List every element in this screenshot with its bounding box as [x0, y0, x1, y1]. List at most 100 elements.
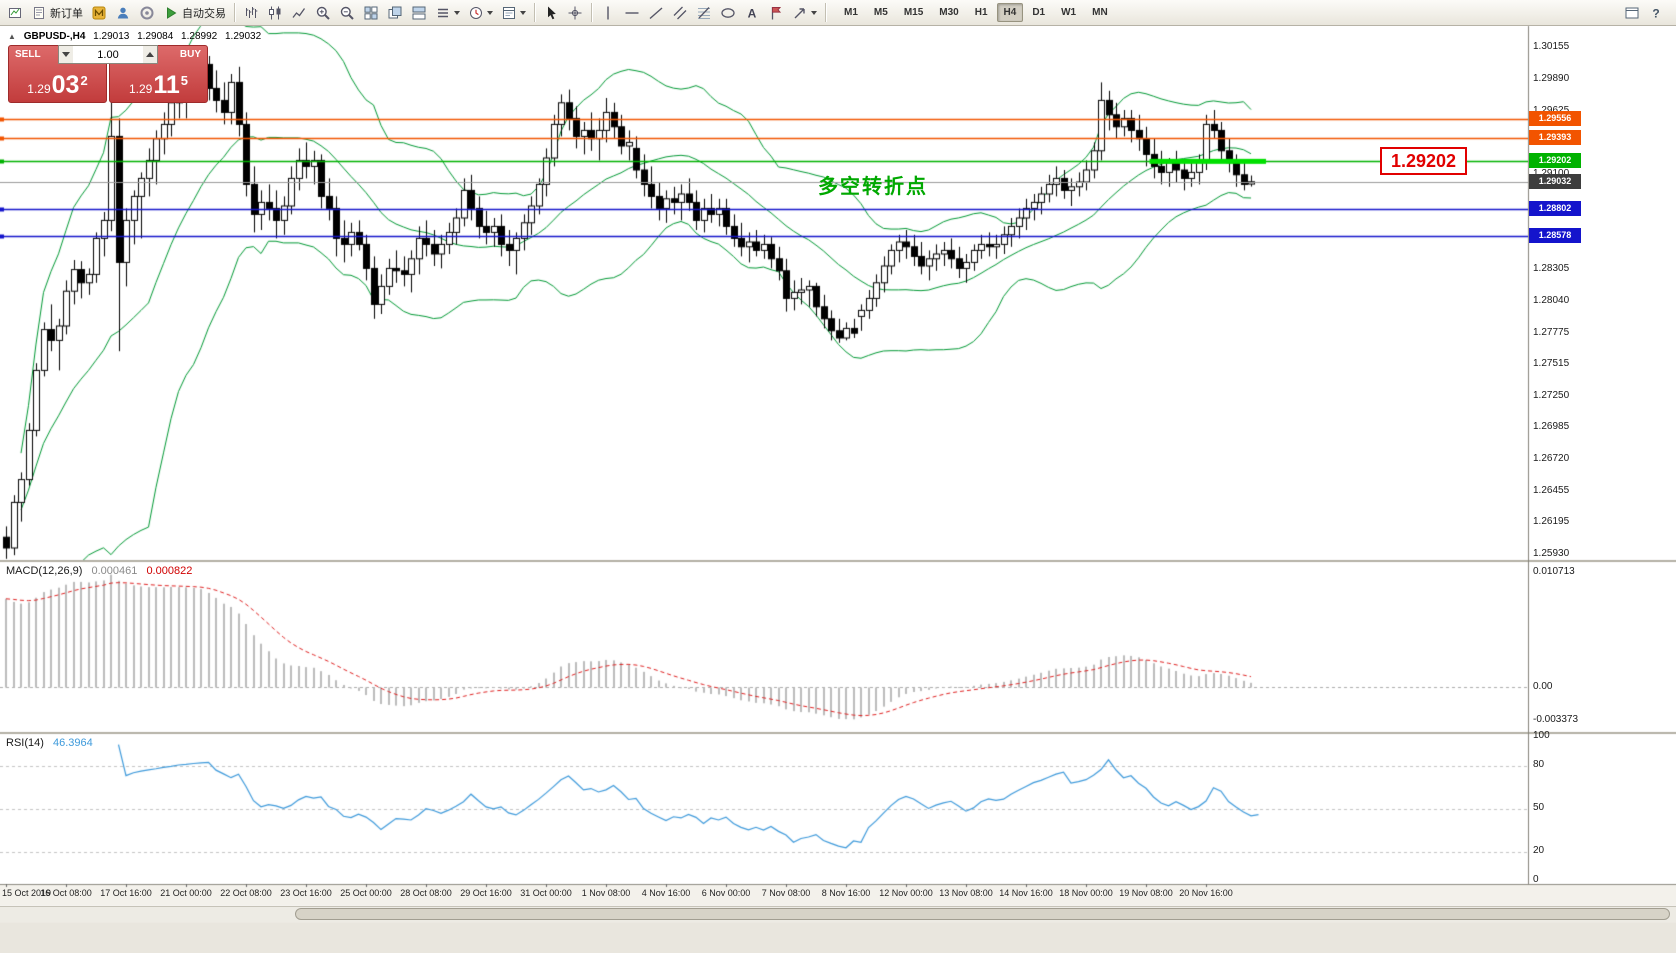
time-axis-label: 6 Nov 00:00: [701, 888, 751, 898]
time-axis-label: 22 Oct 08:00: [220, 888, 272, 898]
time-axis-label: 16 Oct 08:00: [40, 888, 92, 898]
templates-icon[interactable]: [497, 2, 530, 24]
candlestick-chart-icon[interactable]: [263, 2, 287, 24]
new-order-button[interactable]: 新订单: [27, 2, 87, 24]
ohlc-close: 1.29032: [224, 31, 262, 42]
chart-ohlc-header: ▲ GBPUSD-,H4 1.29013 1.29084 1.28992 1.2…: [8, 31, 266, 42]
price-axis-tick: 1.29625: [1533, 105, 1569, 116]
chevron-down-icon: [520, 10, 526, 15]
vertical-line-icon[interactable]: [596, 2, 620, 24]
auto-trading-button[interactable]: 自动交易: [159, 2, 230, 24]
lot-increase-button[interactable]: [143, 46, 157, 63]
user-icon[interactable]: [111, 2, 135, 24]
window-list-icon[interactable]: [1620, 2, 1644, 24]
price-axis-tick: 1.26195: [1533, 516, 1570, 528]
ohlc-high: 1.29084: [137, 31, 174, 42]
community-icon[interactable]: [135, 2, 159, 24]
macd-zero-label: 0.00: [1533, 680, 1553, 692]
price-axis-tick: 1.25930: [1533, 548, 1570, 559]
time-axis-label: 1 Nov 08:00: [581, 888, 631, 898]
rsi-level-50: 50: [1533, 802, 1545, 813]
timeframe-h4[interactable]: H4: [996, 3, 1024, 22]
tile-windows-icon[interactable]: [359, 2, 383, 24]
channel-icon[interactable]: [668, 2, 692, 24]
timeframe-w1[interactable]: W1: [1054, 3, 1083, 22]
help-icon[interactable]: ?: [1644, 2, 1668, 24]
label-icon[interactable]: [764, 2, 788, 24]
timeframe-m15[interactable]: M15: [897, 3, 930, 22]
chevron-down-icon: [487, 10, 493, 15]
price-line-tag: 1.29202: [1529, 153, 1581, 169]
metaeditor-icon[interactable]: [87, 2, 111, 24]
timeframe-h1[interactable]: H1: [968, 3, 995, 22]
lot-decrease-button[interactable]: [59, 46, 73, 63]
timeframe-m5[interactable]: M5: [867, 3, 895, 22]
zoom-out-icon[interactable]: [335, 2, 359, 24]
crosshair-icon[interactable]: [563, 2, 587, 24]
time-axis-label: 28 Oct 08:00: [400, 888, 452, 898]
price-axis-tick: 1.26985: [1533, 421, 1570, 433]
time-axis-label: 8 Nov 16:00: [821, 888, 871, 898]
toolbar-separator: [234, 3, 235, 22]
text-icon[interactable]: A: [740, 2, 764, 24]
cascade-windows-icon[interactable]: [383, 2, 407, 24]
buy-price: 1.29 11 5: [128, 71, 189, 99]
line-chart-icon[interactable]: [287, 2, 311, 24]
time-axis-label: 19 Nov 08:00: [1119, 888, 1173, 898]
price-callout-box[interactable]: 1.29202: [1380, 147, 1468, 175]
bar-chart-icon[interactable]: [239, 2, 263, 24]
one-click-collapse-icon[interactable]: ▲: [8, 32, 16, 41]
price-axis-tick: 1.30155: [1533, 41, 1570, 52]
price-axis-tick: 1.29100: [1533, 168, 1569, 179]
time-axis-label: 7 Nov 08:00: [761, 888, 811, 898]
price-axis-tick: 1.27515: [1533, 357, 1570, 369]
toolbar-separator: [825, 3, 826, 22]
fibonacci-icon[interactable]: [692, 2, 716, 24]
time-axis-label: 20 Nov 16:00: [1179, 888, 1233, 898]
triangle-up-icon: [146, 52, 154, 57]
time-axis-label: 13 Nov 08:00: [939, 888, 993, 898]
objects-list-icon[interactable]: [431, 2, 464, 24]
chevron-down-icon: [811, 10, 817, 15]
time-axis-label: 25 Oct 00:00: [340, 888, 392, 898]
zoom-in-icon[interactable]: [311, 2, 335, 24]
timeframe-mn[interactable]: MN: [1085, 3, 1115, 22]
horizontal-scrollbar-thumb[interactable]: [295, 908, 1670, 920]
chart-text-annotation[interactable]: 多空转折点: [818, 176, 928, 198]
price-axis-tick: 1.28040: [1533, 294, 1570, 306]
lot-size-input[interactable]: [73, 46, 143, 63]
svg-text:A: A: [748, 6, 757, 20]
trendline-icon[interactable]: [644, 2, 668, 24]
time-axis-label: 14 Nov 16:00: [999, 888, 1053, 898]
one-click-trading-panel: SELL 1.29 03 2 BUY 1.29 11 5: [8, 45, 208, 103]
rsi-level-0: 0: [1533, 874, 1539, 885]
shapes-icon[interactable]: [716, 2, 740, 24]
tile-horizontal-icon[interactable]: [407, 2, 431, 24]
sell-price: 1.29 03 2: [27, 71, 88, 99]
arrows-icon[interactable]: [788, 2, 821, 24]
price-axis-tick: 1.26720: [1533, 453, 1570, 465]
cursor-icon[interactable]: [539, 2, 563, 24]
time-axis-label: 21 Oct 00:00: [160, 888, 212, 898]
period-clock-icon[interactable]: [464, 2, 497, 24]
toolbar-separator: [591, 3, 592, 22]
price-axis-tick: 1.27250: [1533, 389, 1570, 401]
chevron-down-icon: [454, 10, 460, 15]
rsi-level-100: 100: [1533, 730, 1550, 741]
timeframe-group: M1 M5 M15 M30 H1 H4 D1 W1 MN: [836, 3, 1116, 22]
horizontal-line-icon[interactable]: [620, 2, 644, 24]
timeframe-m30[interactable]: M30: [932, 3, 965, 22]
buy-label: BUY: [179, 49, 201, 60]
time-axis-label: 17 Oct 16:00: [100, 888, 152, 898]
price-line-tag: 1.29556: [1529, 110, 1581, 126]
price-line-tag: 1.28578: [1529, 228, 1581, 244]
timeframe-d1[interactable]: D1: [1025, 3, 1052, 22]
timeframe-m1[interactable]: M1: [837, 3, 865, 22]
time-axis-label: 4 Nov 16:00: [641, 888, 691, 898]
time-axis-label: 15 Oct 2019: [2, 888, 52, 898]
svg-text:?: ?: [1652, 6, 1659, 20]
new-chart-icon[interactable]: [3, 2, 27, 24]
lot-size-box: [58, 45, 158, 64]
